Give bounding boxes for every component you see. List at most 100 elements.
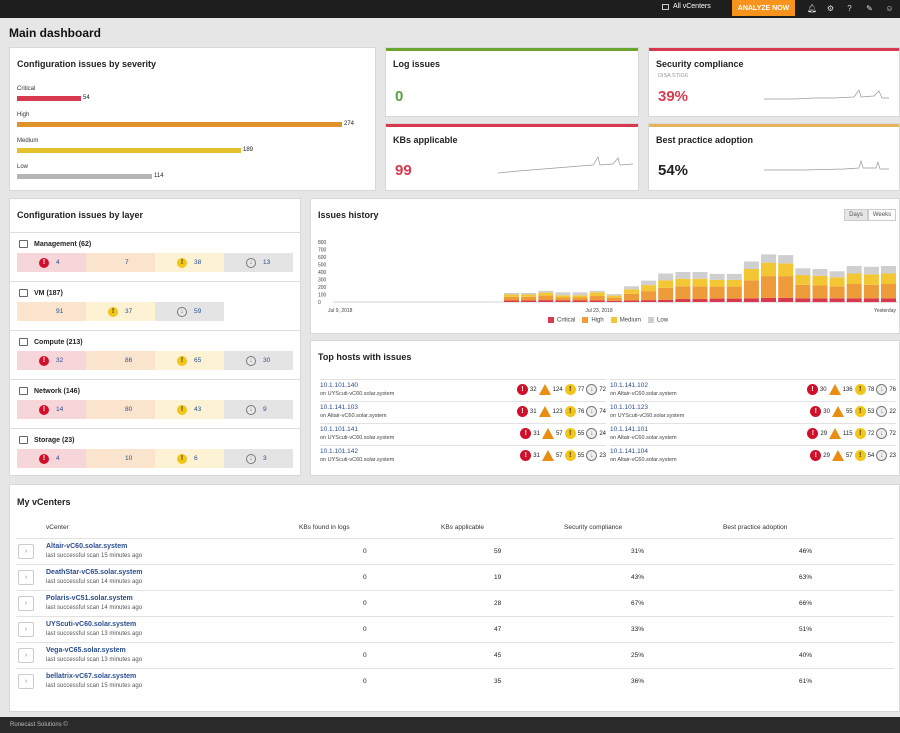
layer-high-cell[interactable]: 91: [17, 302, 86, 321]
history-bar-medium[interactable]: [675, 278, 691, 287]
bell-icon[interactable]: 🔔︎: [807, 4, 818, 13]
history-bar-medium[interactable]: [538, 292, 554, 296]
history-bar-medium[interactable]: [726, 279, 742, 287]
vcenter-name[interactable]: Polaris-vC51.solar.system: [46, 595, 133, 602]
layer-crit-cell[interactable]: ! 32: [17, 351, 86, 370]
host-row[interactable]: 10.1.141.101 on Altair-vC60.solar.system!…: [610, 423, 896, 445]
vcenter-row[interactable]: › UYScuti-vC60.solar.system last successfu…: [16, 616, 894, 642]
history-bar-medium[interactable]: [589, 292, 605, 297]
history-bar-high[interactable]: [538, 295, 554, 301]
layer-crit-cell[interactable]: ! 4: [17, 253, 86, 272]
col-security[interactable]: Security compliance: [564, 524, 623, 531]
host-ip[interactable]: 10.1.101.140: [320, 382, 358, 389]
expand-chevron-icon[interactable]: ›: [18, 570, 34, 585]
history-bar-critical[interactable]: [555, 300, 571, 303]
history-bar-medium[interactable]: [709, 279, 725, 287]
help-icon[interactable]: ?: [847, 4, 852, 13]
layer-high-cell[interactable]: 10: [86, 449, 155, 468]
history-bar-high[interactable]: [709, 286, 725, 299]
history-bar-high[interactable]: [572, 297, 588, 301]
history-bar-critical[interactable]: [761, 297, 776, 302]
history-bar-medium[interactable]: [555, 295, 571, 298]
layer-title[interactable]: Network (146): [34, 388, 80, 395]
history-bar-low[interactable]: [658, 273, 674, 281]
history-bar-critical[interactable]: [589, 300, 605, 303]
history-bar-low[interactable]: [743, 261, 759, 270]
layer-high-cell[interactable]: 80: [86, 400, 155, 419]
history-bar-critical[interactable]: [538, 300, 554, 302]
col-vcenter[interactable]: vCenter: [46, 524, 69, 531]
history-bar-critical[interactable]: [829, 298, 845, 303]
host-ip[interactable]: 10.1.141.103: [320, 404, 358, 411]
history-bar-medium[interactable]: [521, 294, 537, 297]
history-bar-low[interactable]: [761, 254, 776, 263]
history-bar-high[interactable]: [675, 286, 691, 300]
layer-crit-cell[interactable]: ! 14: [17, 400, 86, 419]
user-icon[interactable]: ☺︎: [885, 4, 894, 13]
history-bar-medium[interactable]: [606, 295, 622, 298]
layer-title[interactable]: Storage (23): [34, 437, 75, 444]
vcenter-row[interactable]: › Polaris-vC51.solar.system last successfu…: [16, 590, 894, 616]
history-bar-critical[interactable]: [504, 300, 519, 303]
vcenter-name[interactable]: bellatrix-vC67.solar.system: [46, 673, 137, 680]
expand-chevron-icon[interactable]: ›: [18, 544, 34, 559]
expand-chevron-icon[interactable]: ›: [18, 648, 34, 663]
host-ip[interactable]: 10.1.101.141: [320, 426, 358, 433]
history-bar-low[interactable]: [675, 272, 691, 279]
host-row[interactable]: 10.1.101.141 on UYScuti-vC60.solar.system…: [320, 423, 606, 445]
history-bar-high[interactable]: [692, 286, 708, 300]
history-bar-low[interactable]: [589, 290, 605, 293]
history-bar-low[interactable]: [572, 292, 588, 296]
history-bar-high[interactable]: [606, 297, 622, 301]
history-bar-high[interactable]: [726, 286, 742, 299]
history-bar-critical[interactable]: [521, 300, 537, 303]
history-bar-critical[interactable]: [778, 297, 794, 302]
history-bar-medium[interactable]: [658, 280, 674, 288]
history-bar-critical[interactable]: [726, 298, 742, 302]
vcenter-row[interactable]: › Vega-vC65.solar.system last successful s…: [16, 642, 894, 668]
host-row[interactable]: 10.1.141.103 on Altair-vC60.solar.system!…: [320, 401, 606, 423]
layer-med-cell[interactable]: ! 65: [155, 351, 224, 370]
history-bar-high[interactable]: [846, 284, 862, 299]
layer-low-cell[interactable]: ↓ 3: [224, 449, 293, 468]
kbs-applicable-card[interactable]: KBs applicable 99: [385, 123, 639, 191]
history-bar-low[interactable]: [606, 294, 622, 296]
vcenter-name[interactable]: DeathStar-vC65.solar.system: [46, 569, 143, 576]
security-compliance-card[interactable]: Security compliance DISA STIG6 39%: [648, 47, 900, 117]
layer-crit-cell[interactable]: ! 4: [17, 449, 86, 468]
wrench-icon[interactable]: ✎: [866, 4, 873, 13]
vcenter-selector[interactable]: All vCenters: [662, 3, 711, 10]
vcenter-row[interactable]: › Altair-vC60.solar.system last successful…: [16, 538, 894, 564]
host-row[interactable]: 10.1.101.123 on UYScuti-vC60.solar.system…: [610, 401, 896, 423]
history-bar-high[interactable]: [504, 296, 519, 301]
layer-high-cell[interactable]: 7: [86, 253, 155, 272]
layer-med-cell[interactable]: ! 43: [155, 400, 224, 419]
history-bar-high[interactable]: [863, 284, 879, 299]
vcenter-name[interactable]: UYScuti-vC60.solar.system: [46, 621, 137, 628]
history-bar-medium[interactable]: [641, 285, 657, 292]
layer-title[interactable]: VM (187): [34, 290, 63, 297]
history-bar-low[interactable]: [778, 255, 794, 264]
severity-bar-critical[interactable]: [17, 96, 81, 101]
history-bar-low[interactable]: [624, 286, 639, 290]
history-bar-medium[interactable]: [743, 269, 759, 281]
history-bar-critical[interactable]: [624, 300, 639, 303]
history-bar-medium[interactable]: [572, 295, 588, 298]
history-bar-medium[interactable]: [812, 275, 828, 286]
history-bar-high[interactable]: [881, 284, 896, 299]
history-bar-medium[interactable]: [881, 273, 896, 285]
history-bar-high[interactable]: [521, 296, 537, 301]
history-bar-medium[interactable]: [778, 263, 794, 277]
host-ip[interactable]: 10.1.141.101: [610, 426, 648, 433]
history-bar-low[interactable]: [709, 273, 725, 280]
best-practice-card[interactable]: Best practice adoption 54%: [648, 123, 900, 191]
history-bar-critical[interactable]: [709, 298, 725, 302]
history-bar-low[interactable]: [795, 268, 811, 276]
host-row[interactable]: 10.1.141.104 on Altair-vC60.solar.system!…: [610, 445, 896, 467]
history-bar-low[interactable]: [692, 272, 708, 279]
host-ip[interactable]: 10.1.101.142: [320, 448, 358, 455]
layer-low-cell[interactable]: ↓ 59: [155, 302, 224, 321]
host-ip[interactable]: 10.1.101.123: [610, 404, 648, 411]
tab-days[interactable]: Days: [844, 209, 868, 221]
layer-med-cell[interactable]: ! 6: [155, 449, 224, 468]
